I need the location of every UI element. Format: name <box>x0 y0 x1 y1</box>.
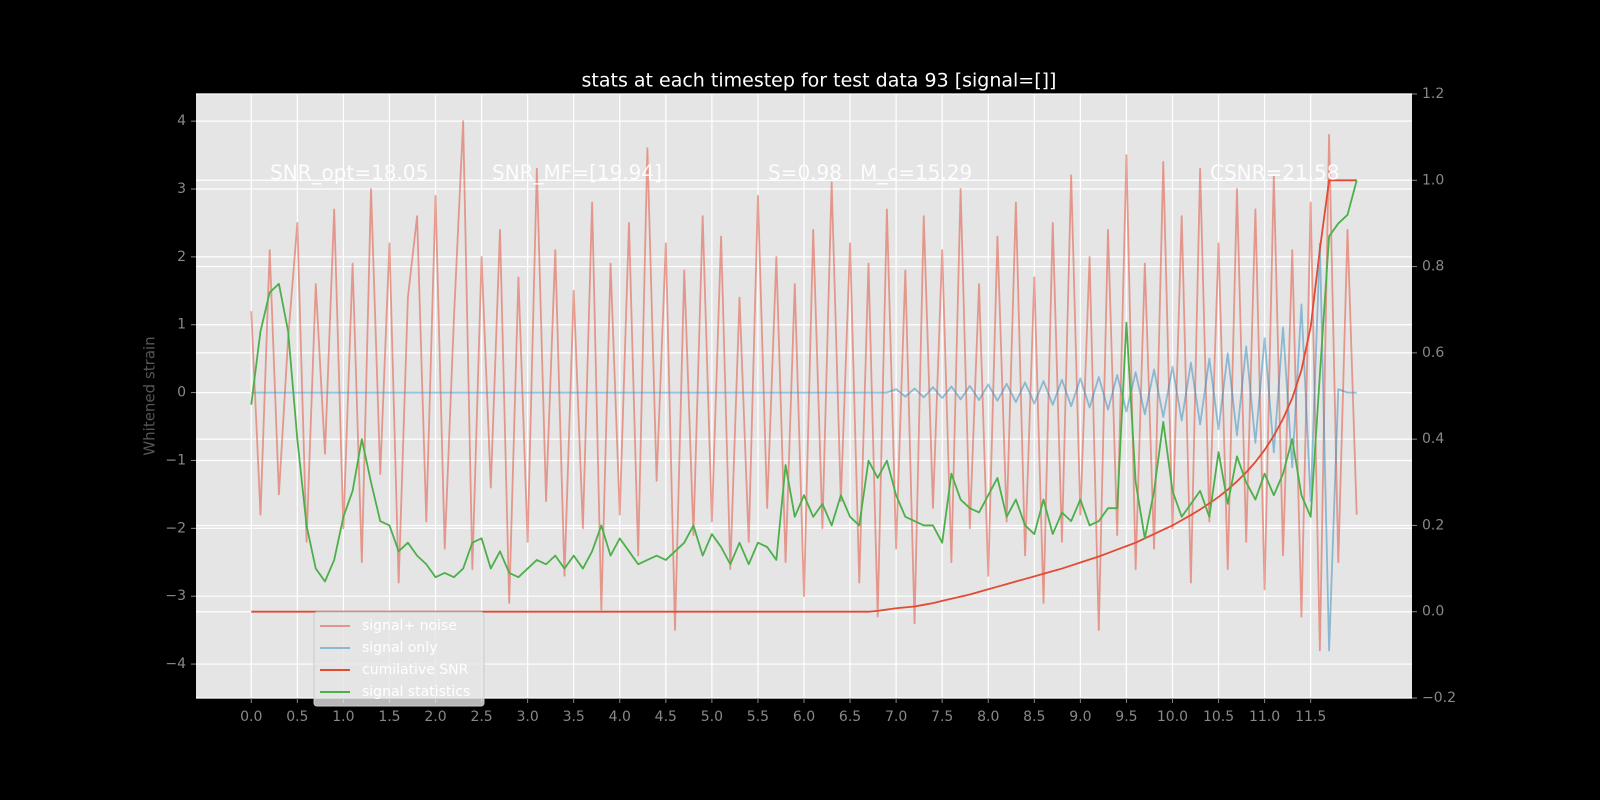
x-tick-label: 7.0 <box>885 709 907 725</box>
x-tick-label: 0.0 <box>240 709 262 725</box>
x-tick-label: 0.5 <box>286 709 308 725</box>
legend-label: cumilative SNR <box>362 662 469 678</box>
x-tick-label: 8.0 <box>977 709 999 725</box>
x-tick-label: 2.0 <box>424 709 446 725</box>
x-tick-label: 8.5 <box>1023 709 1045 725</box>
grid <box>196 93 1412 699</box>
y-tick-label: −1 <box>165 452 186 468</box>
y2-tick-label: 0.6 <box>1422 345 1444 361</box>
x-tick-label: 5.0 <box>701 709 723 725</box>
x-tick-label: 6.0 <box>793 709 815 725</box>
y2-tick-label: 0.0 <box>1422 604 1444 620</box>
x-tick-label: 3.5 <box>563 709 585 725</box>
y-axis-label: Whitened strain <box>141 336 159 455</box>
y-tick-label: −4 <box>165 656 186 672</box>
annotation: M_c=15.29 <box>860 161 972 185</box>
legend-box <box>313 611 485 707</box>
y2-tick-label: 1.0 <box>1422 172 1444 188</box>
x-tick-label: 2.5 <box>470 709 492 725</box>
foreground: 0.0 0.5 1.0 1.5 2.0 2.5 3.0 3.5 4.0 4.5 5.0 5.5 6.0 6… <box>165 86 1456 725</box>
y2-tick-label: −0.2 <box>1422 690 1456 706</box>
y2-tick-label: 0.8 <box>1422 259 1444 275</box>
annotation: SNR_MF=[19.94] <box>492 161 662 185</box>
annotation: CSNR=21.58 <box>1210 161 1340 185</box>
x-tick-label: 7.5 <box>931 709 953 725</box>
y2-tick-label: 0.2 <box>1422 517 1444 533</box>
series-line <box>251 242 1357 652</box>
chart-title: stats at each timestep for test data 93 … <box>582 70 1057 92</box>
legend-label: signal statistics <box>362 684 470 700</box>
y2-tick-label: 0.4 <box>1422 431 1444 447</box>
x-tick-label: 1.5 <box>378 709 400 725</box>
y-tick-label: 4 <box>177 113 186 129</box>
x-tick-label: 11.5 <box>1295 709 1326 725</box>
x-tick-label: 9.0 <box>1069 709 1091 725</box>
y2-tick-label: 1.2 <box>1422 86 1444 102</box>
legend-label: signal only <box>362 640 437 656</box>
legend-label: signal+ noise <box>362 618 457 634</box>
y-tick-label: 0 <box>177 385 186 401</box>
x-tick-label: 10.0 <box>1157 709 1188 725</box>
x-tick-label: 5.5 <box>747 709 769 725</box>
x-tick-label: 6.5 <box>839 709 861 725</box>
series-line <box>250 180 1358 583</box>
y-tick-label: −2 <box>165 520 186 536</box>
annotation: SNR_opt=18.05 <box>270 161 428 185</box>
y-tick-label: −3 <box>165 588 186 604</box>
y-tick-label: 3 <box>177 181 186 197</box>
x-tick-label: 3.0 <box>517 709 539 725</box>
x-tick-label: 4.5 <box>655 709 677 725</box>
y-tick-label: 2 <box>177 249 186 265</box>
x-tick-label: 9.5 <box>1115 709 1137 725</box>
x-tick-label: 11.0 <box>1249 709 1280 725</box>
series-line <box>250 120 1358 652</box>
x-tick-label: 10.5 <box>1203 709 1234 725</box>
y-tick-label: 1 <box>177 317 186 333</box>
x-tick-label: 1.0 <box>332 709 354 725</box>
x-tick-label: 4.0 <box>609 709 631 725</box>
annotation: S=0.98 <box>768 161 842 185</box>
